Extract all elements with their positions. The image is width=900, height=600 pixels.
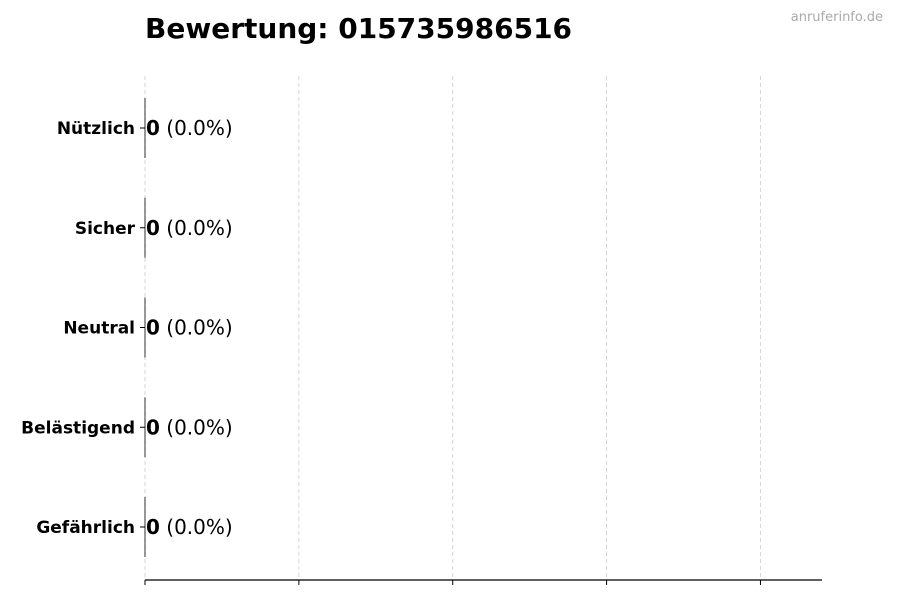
data-label-percent: (0.0%): [160, 216, 233, 240]
data-label-count: 0: [146, 216, 160, 240]
data-label: 0 (0.0%): [146, 216, 233, 240]
chart-title: Bewertung: 015735986516: [145, 12, 573, 45]
data-label-count: 0: [146, 415, 160, 439]
data-label-count: 0: [146, 116, 160, 140]
data-label: 0 (0.0%): [146, 515, 233, 539]
data-label-percent: (0.0%): [160, 515, 233, 539]
data-label-count: 0: [146, 316, 160, 340]
data-label-percent: (0.0%): [160, 415, 233, 439]
data-label-percent: (0.0%): [160, 116, 233, 140]
watermark: anruferinfo.de: [790, 10, 883, 25]
data-label-count: 0: [146, 515, 160, 539]
y-tick-label: Gefährlich: [36, 518, 135, 538]
data-label: 0 (0.0%): [146, 116, 233, 140]
data-label: 0 (0.0%): [146, 316, 233, 340]
y-tick-label: Belästigend: [21, 418, 135, 438]
data-label: 0 (0.0%): [146, 415, 233, 439]
y-tick-label: Nützlich: [57, 119, 135, 139]
data-label-percent: (0.0%): [160, 316, 233, 340]
y-tick-label: Neutral: [63, 319, 135, 339]
y-tick-label: Sicher: [75, 219, 136, 239]
